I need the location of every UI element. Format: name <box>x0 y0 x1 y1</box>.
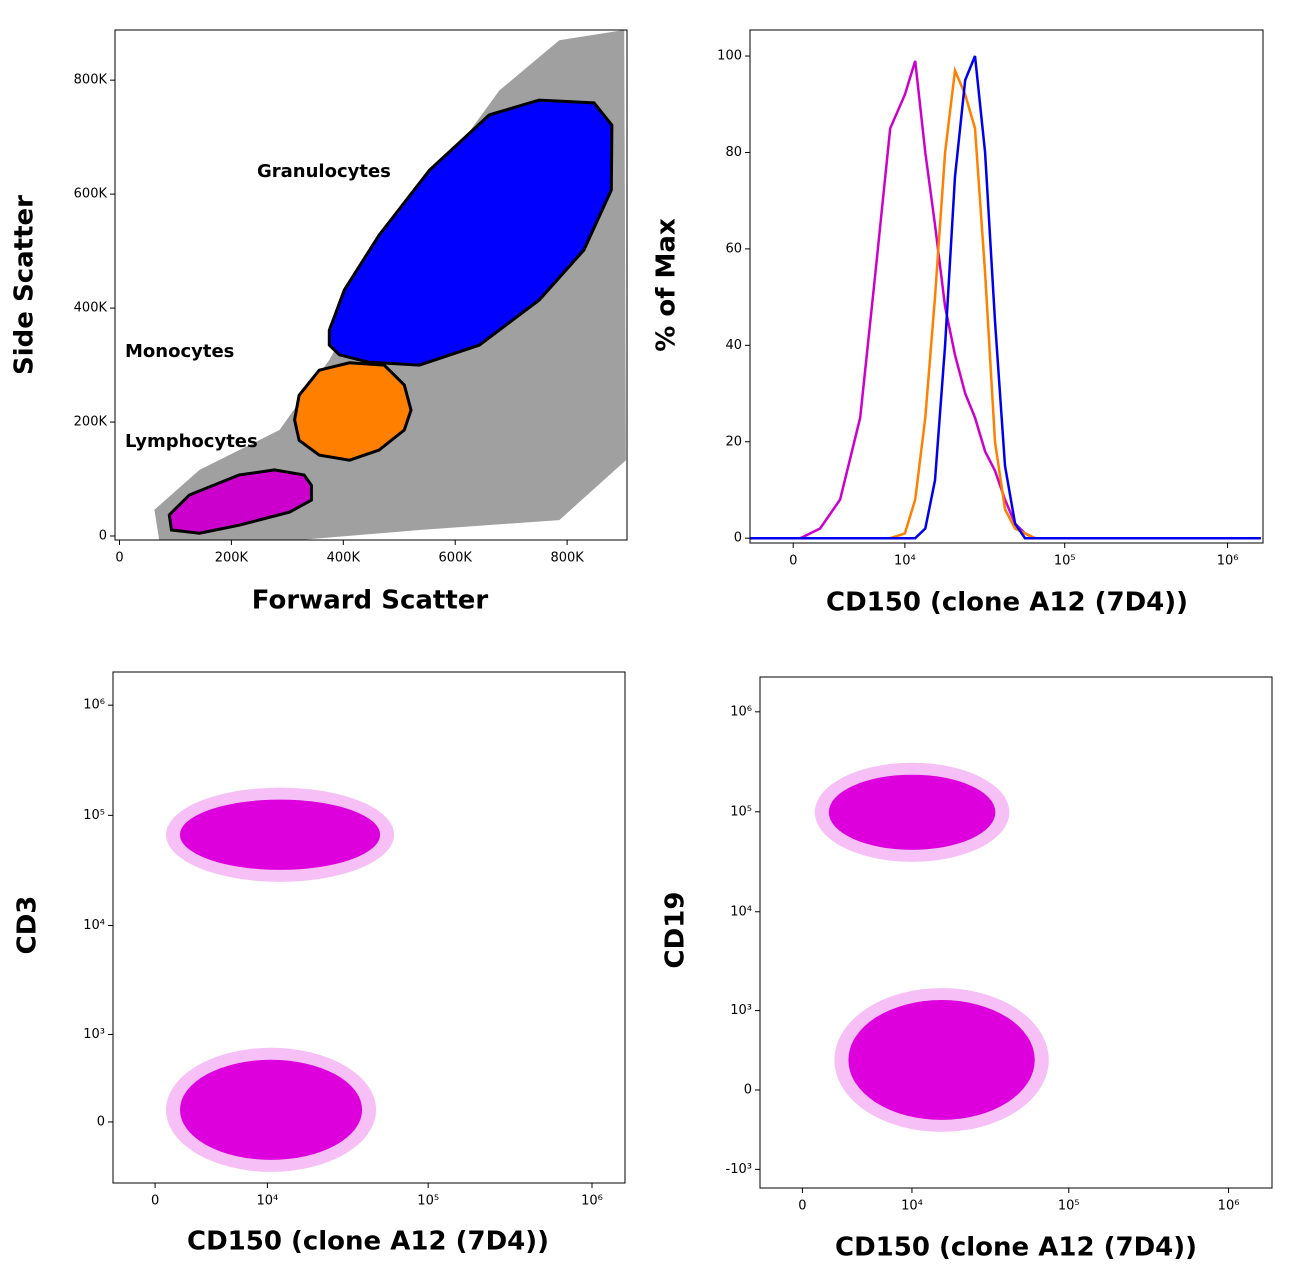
x-axis-title: CD150 (clone A12 (7D4)) <box>826 588 1188 618</box>
y-tick-label: 10⁶ <box>83 698 105 713</box>
y-tick-label: 80 <box>725 145 742 160</box>
plot-frame <box>759 676 1273 1189</box>
gate <box>293 361 413 462</box>
x-tick-label: 600K <box>439 551 473 566</box>
gate-label: Granulocytes <box>257 161 391 182</box>
gate-label: Monocytes <box>125 341 234 362</box>
plot-area <box>814 762 1049 1132</box>
y-tick-label: 20 <box>725 434 742 449</box>
y-tick-label: -10³ <box>726 1162 752 1177</box>
y-tick-label: 10⁵ <box>730 804 752 819</box>
y-tick-label: 10⁶ <box>730 704 752 719</box>
y-tick-label: 0 <box>97 1114 105 1129</box>
x-tick-label: 400K <box>327 551 361 566</box>
x-tick-label: 10⁴ <box>257 1194 279 1209</box>
y-axis-title: CD3 <box>13 896 43 955</box>
y-axis-title: Side Scatter <box>10 195 40 375</box>
plot-frame <box>112 671 626 1184</box>
cluster <box>828 774 996 850</box>
x-tick-label: 800K <box>550 551 584 566</box>
y-tick-label: 100 <box>717 49 742 64</box>
plot-area <box>154 30 626 540</box>
y-axis-title: % of Max <box>652 218 682 352</box>
y-tick-label: 10⁴ <box>730 904 752 919</box>
x-tick-label: 10⁵ <box>1058 1199 1080 1214</box>
cluster <box>848 999 1035 1120</box>
gate-label: Lymphocytes <box>125 431 258 452</box>
x-axis-title: Forward Scatter <box>252 586 489 616</box>
x-tick-label: 10⁶ <box>581 1194 603 1209</box>
y-tick-label: 0 <box>99 529 107 544</box>
plot-frame <box>749 29 1264 544</box>
y-tick-label: 10⁵ <box>83 808 105 823</box>
cluster <box>179 799 381 870</box>
y-tick-label: 10³ <box>83 1027 105 1042</box>
cluster <box>179 1059 363 1160</box>
x-tick-label: 10⁴ <box>894 554 916 569</box>
y-tick-label: 0 <box>744 1082 752 1097</box>
y-axis-title: CD19 <box>661 892 691 969</box>
y-tick-label: 200K <box>74 415 108 430</box>
x-tick-label: 10⁶ <box>1217 554 1239 569</box>
x-tick-label: 10⁶ <box>1218 1199 1240 1214</box>
y-tick-label: 0 <box>734 531 742 546</box>
x-tick-label: 200K <box>215 551 249 566</box>
y-tick-label: 40 <box>725 338 742 353</box>
x-tick-label: 0 <box>798 1199 806 1214</box>
y-tick-label: 400K <box>74 301 108 316</box>
plot-area <box>165 787 395 1172</box>
histogram-line <box>750 55 1261 540</box>
y-tick-label: 10⁴ <box>83 918 105 933</box>
x-tick-label: 0 <box>151 1194 159 1209</box>
plot-area <box>750 55 1261 540</box>
x-axis-title: CD150 (clone A12 (7D4)) <box>835 1233 1197 1263</box>
y-tick-label: 600K <box>74 187 108 202</box>
y-tick-label: 10³ <box>730 1003 752 1018</box>
x-tick-label: 0 <box>789 554 797 569</box>
x-axis-title: CD150 (clone A12 (7D4)) <box>187 1227 549 1257</box>
x-tick-label: 10⁵ <box>1054 554 1076 569</box>
x-tick-label: 0 <box>115 551 123 566</box>
plot-frame <box>114 29 628 541</box>
x-tick-label: 10⁴ <box>901 1199 923 1214</box>
gate <box>167 468 313 535</box>
gate <box>327 98 614 367</box>
x-tick-label: 10⁵ <box>417 1194 439 1209</box>
y-tick-label: 60 <box>725 241 742 256</box>
y-tick-label: 800K <box>74 73 108 88</box>
